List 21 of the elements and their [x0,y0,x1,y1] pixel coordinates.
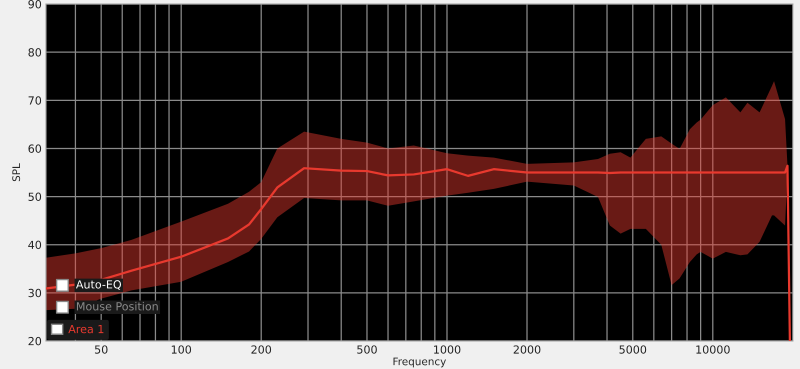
x-tick-label: 1000 [434,345,460,354]
x-tick-label: 500 [357,345,377,354]
y-tick-label: 70 [28,96,42,105]
x-tick-label: 100 [172,345,192,354]
x-axis-title: Frequency [394,358,446,368]
y-tick-label: 80 [28,48,42,57]
annotation: Mouse Position [76,302,158,310]
y-tick-label: 40 [28,240,42,250]
x-tick-label: 10000 [696,345,730,354]
x-tick-label: 5000 [619,345,646,354]
annotation: Auto-EQ [76,280,122,290]
y-tick-label: 90 [28,0,42,8]
y-tick-label: 60 [28,144,42,153]
y-tick-label: 30 [28,288,42,298]
y-tick-label: 20 [28,336,42,346]
x-tick-label: 50 [94,345,108,354]
x-tick-label: 200 [251,345,272,354]
y-tick-label: 50 [28,192,42,201]
x-tick-label: 2000 [514,345,540,354]
text: Area 1 [68,324,104,334]
y-axis-title: SPL [12,163,20,182]
